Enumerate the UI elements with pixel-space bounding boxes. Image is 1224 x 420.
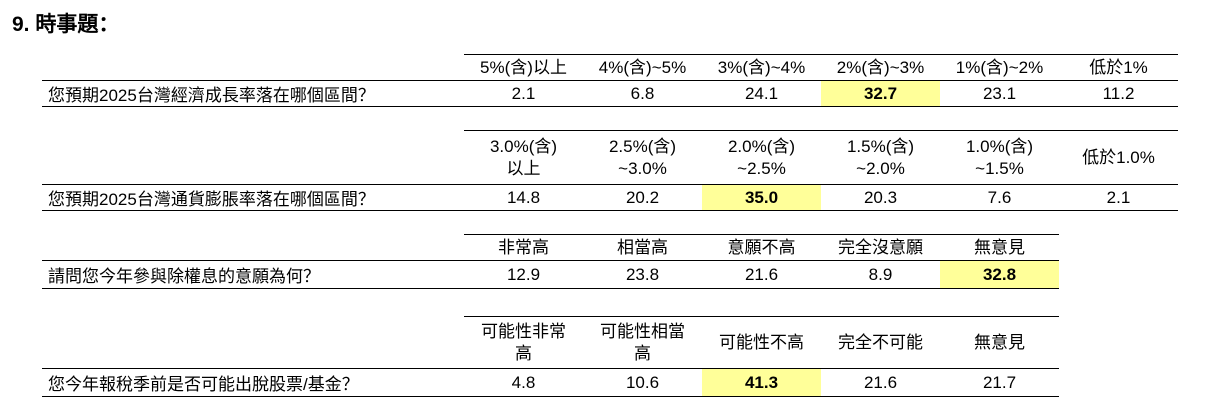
value-cell-highlighted: 41.3 [702, 368, 821, 397]
header-line: 完全不可能 [838, 332, 923, 352]
header-cell: 無意見 [940, 316, 1059, 369]
header-line: 2.0%(含) ~2.5% [727, 136, 796, 178]
header-cell: 可能性相當 高 [583, 316, 702, 369]
value-cell: 7.6 [940, 184, 1059, 211]
header-cell: 無意見 [940, 234, 1059, 261]
header-cell: 可能性非常 高 [464, 316, 583, 369]
header-cell: 相當高 [583, 234, 702, 261]
header-line: 無意見 [974, 332, 1025, 352]
header-cell: 2.0%(含) ~2.5% [702, 130, 821, 185]
header-cell: 5%(含)以上 [464, 54, 583, 81]
value-cell: 20.3 [821, 184, 940, 211]
survey-table-inflation: 3.0%(含) 以上 2.5%(含) ~3.0% 2.0%(含) ~2.5% 1… [42, 130, 1178, 211]
section-number: 9. [12, 13, 30, 36]
value-cell-highlighted: 32.7 [821, 80, 940, 107]
header-line: 低於1.0% [1082, 147, 1155, 167]
question-label: 您預期2025台灣經濟成長率落在哪個區間？ [42, 80, 464, 107]
value-row: 您今年報稅季前是否可能出脫股票/基金？ 4.8 10.6 41.3 21.6 2… [42, 368, 1059, 397]
header-cell: 1.5%(含) ~2.0% [821, 130, 940, 185]
value-cell: 11.2 [1059, 80, 1178, 107]
header-cell: 意願不高 [702, 234, 821, 261]
value-cell: 6.8 [583, 80, 702, 107]
header-cell: 2%(含)~3% [821, 54, 940, 81]
header-cell: 1%(含)~2% [940, 54, 1059, 81]
header-line: 3.0%(含) 以上 [489, 136, 558, 178]
question-label: 您今年報稅季前是否可能出脫股票/基金？ [42, 368, 464, 397]
value-cell: 23.8 [583, 260, 702, 289]
value-cell: 23.1 [940, 80, 1059, 107]
header-row: 5%(含)以上 4%(含)~5% 3%(含)~4% 2%(含)~3% 1%(含)… [42, 54, 1178, 81]
header-cell: 低於1% [1059, 54, 1178, 81]
survey-table-sell-stocks: 可能性非常 高 可能性相當 高 可能性不高 完全不可能 無意見 您今年報稅季前是… [42, 316, 1059, 397]
section-title: 時事題： [35, 13, 120, 36]
value-cell: 14.8 [464, 184, 583, 211]
value-cell: 21.6 [702, 260, 821, 289]
value-cell: 10.6 [583, 368, 702, 397]
survey-table-growth: 5%(含)以上 4%(含)~5% 3%(含)~4% 2%(含)~3% 1%(含)… [42, 54, 1178, 107]
header-cell: 低於1.0% [1059, 130, 1178, 185]
header-cell: 完全沒意願 [821, 234, 940, 261]
value-cell-highlighted: 32.8 [940, 260, 1059, 289]
value-cell: 12.9 [464, 260, 583, 289]
header-cell: 1.0%(含) ~1.5% [940, 130, 1059, 185]
header-row: 非常高 相當高 意願不高 完全沒意願 無意見 [42, 234, 1059, 261]
value-cell: 2.1 [1059, 184, 1178, 211]
value-cell: 21.6 [821, 368, 940, 397]
header-cell: 3%(含)~4% [702, 54, 821, 81]
header-line: 可能性相當 高 [600, 321, 685, 363]
header-line: 1.5%(含) ~2.0% [846, 136, 915, 178]
value-cell: 21.7 [940, 368, 1059, 397]
value-row: 您預期2025台灣通貨膨脹率落在哪個區間？ 14.8 20.2 35.0 20.… [42, 184, 1178, 211]
header-line: 可能性不高 [719, 332, 804, 352]
header-cell: 完全不可能 [821, 316, 940, 369]
value-cell-highlighted: 35.0 [702, 184, 821, 211]
value-row: 您預期2025台灣經濟成長率落在哪個區間？ 2.1 6.8 24.1 32.7 … [42, 80, 1178, 107]
header-cell: 2.5%(含) ~3.0% [583, 130, 702, 185]
value-row: 請問您今年參與除權息的意願為何？ 12.9 23.8 21.6 8.9 32.8 [42, 260, 1059, 289]
section-heading: 9. 時事題： [12, 8, 119, 38]
header-cell: 可能性不高 [702, 316, 821, 369]
header-row: 可能性非常 高 可能性相當 高 可能性不高 完全不可能 無意見 [42, 316, 1059, 369]
question-label: 請問您今年參與除權息的意願為何？ [42, 260, 464, 289]
header-line: 1.0%(含) ~1.5% [965, 136, 1034, 178]
survey-table-dividend: 非常高 相當高 意願不高 完全沒意願 無意見 請問您今年參與除權息的意願為何？ … [42, 234, 1059, 289]
header-cell: 4%(含)~5% [583, 54, 702, 81]
value-cell: 20.2 [583, 184, 702, 211]
header-row: 3.0%(含) 以上 2.5%(含) ~3.0% 2.0%(含) ~2.5% 1… [42, 130, 1178, 185]
value-cell: 8.9 [821, 260, 940, 289]
header-cell: 非常高 [464, 234, 583, 261]
value-cell: 24.1 [702, 80, 821, 107]
value-cell: 2.1 [464, 80, 583, 107]
header-line: 2.5%(含) ~3.0% [608, 136, 677, 178]
value-cell: 4.8 [464, 368, 583, 397]
header-line: 可能性非常 高 [481, 321, 566, 363]
header-cell: 3.0%(含) 以上 [464, 130, 583, 185]
question-label: 您預期2025台灣通貨膨脹率落在哪個區間？ [42, 184, 464, 211]
